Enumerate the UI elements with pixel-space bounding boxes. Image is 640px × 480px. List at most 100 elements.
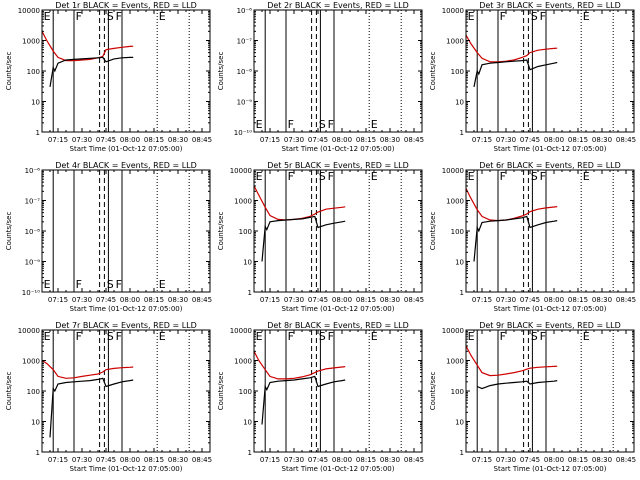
lld-series-line [41, 31, 134, 62]
marker-letter: E [583, 10, 590, 23]
y-tick-label: 10⁻⁹ [237, 99, 253, 107]
y-axis-label: Counts/sec [5, 212, 13, 251]
y-axis-label: Counts/sec [217, 52, 225, 91]
x-tick-label: 08:45 [616, 136, 636, 144]
marker-letter: F [540, 170, 546, 183]
marker-letter: E [468, 10, 475, 23]
y-tick-label: 10000 [442, 167, 464, 175]
y-tick-label: 10 [31, 99, 40, 107]
marker-letter: S [107, 330, 114, 343]
x-tick-label: 08:00 [332, 456, 352, 464]
x-axis-label: Start Time (01-Oct-12 07:05:00) [70, 305, 183, 313]
y-tick-label: 10⁻⁶ [237, 7, 253, 15]
x-tick-label: 07:30 [496, 296, 516, 304]
y-tick-label: 10 [455, 259, 464, 267]
x-tick-label: 08:45 [404, 296, 424, 304]
marker-letter: F [76, 278, 82, 291]
y-tick-label: 10000 [18, 7, 40, 15]
marker-letter: S [531, 170, 538, 183]
panel-title: Det 3r BLACK = Events, RED = LLD [479, 1, 621, 10]
marker-letter: E [159, 278, 166, 291]
marker-letter: F [288, 330, 294, 343]
x-tick-label: 07:15 [260, 456, 280, 464]
events-series-line [473, 59, 558, 88]
events-series-line [261, 215, 346, 262]
x-axis-label: Start Time (01-Oct-12 07:05:00) [494, 465, 607, 473]
lld-series-line [465, 34, 558, 63]
y-tick-label: 10⁻⁹ [25, 259, 41, 267]
x-tick-label: 08:15 [356, 296, 376, 304]
panel-title: Det 1r BLACK = Events, RED = LLD [55, 1, 197, 10]
events-series-line [49, 377, 134, 438]
marker-letter: E [371, 170, 378, 183]
marker-letter: S [319, 170, 326, 183]
x-tick-label: 08:30 [592, 136, 612, 144]
y-tick-label: 10000 [230, 327, 252, 335]
x-tick-label: 07:45 [520, 296, 540, 304]
marker-letter: F [540, 330, 546, 343]
marker-letter: F [540, 10, 546, 23]
marker-letter: F [500, 170, 506, 183]
y-tick-label: 1000 [234, 198, 252, 206]
y-axis-label: Counts/sec [429, 372, 437, 411]
marker-letter: F [116, 330, 122, 343]
x-tick-label: 07:15 [48, 296, 68, 304]
x-tick-label: 08:15 [356, 136, 376, 144]
events-series-line [473, 215, 558, 262]
y-tick-label: 10 [455, 419, 464, 427]
x-tick-label: 08:45 [192, 296, 212, 304]
x-tick-label: 08:15 [144, 456, 164, 464]
marker-letter: E [468, 170, 475, 183]
x-tick-label: 08:30 [168, 296, 188, 304]
x-tick-label: 07:45 [520, 136, 540, 144]
x-tick-label: 08:45 [616, 456, 636, 464]
x-tick-label: 08:15 [144, 296, 164, 304]
panel-title: Det 9r BLACK = Events, RED = LLD [479, 321, 621, 330]
x-tick-label: 08:00 [120, 296, 140, 304]
panel-title: Det 4r BLACK = Events, RED = LLD [55, 161, 197, 170]
marker-letter: S [107, 278, 114, 291]
y-tick-label: 100 [27, 388, 40, 396]
y-axis-label: Counts/sec [5, 52, 13, 91]
y-tick-label: 10000 [18, 327, 40, 335]
lld-series-line [41, 359, 134, 379]
x-tick-label: 08:00 [544, 296, 564, 304]
x-axis-label: Start Time (01-Oct-12 07:05:00) [70, 145, 183, 153]
panel-title: Det 5r BLACK = Events, RED = LLD [267, 161, 409, 170]
x-tick-label: 07:45 [96, 456, 116, 464]
marker-letter: E [44, 10, 51, 23]
x-tick-label: 07:45 [308, 456, 328, 464]
panel-title: Det 6r BLACK = Events, RED = LLD [479, 161, 621, 170]
panel-title: Det 2r BLACK = Events, RED = LLD [267, 1, 409, 10]
x-tick-label: 07:30 [284, 456, 304, 464]
x-tick-label: 07:30 [496, 136, 516, 144]
marker-letter: F [288, 170, 294, 183]
marker-letter: E [159, 10, 166, 23]
x-axis-label: Start Time (01-Oct-12 07:05:00) [494, 145, 607, 153]
panel-title: Det 7r BLACK = Events, RED = LLD [55, 321, 197, 330]
marker-letter: E [371, 330, 378, 343]
y-tick-label: 1 [248, 449, 252, 457]
x-tick-label: 07:30 [284, 296, 304, 304]
y-tick-label: 10⁻⁸ [25, 228, 41, 236]
y-axis-label: Counts/sec [217, 212, 225, 251]
plot-frame [465, 9, 635, 133]
x-tick-label: 08:45 [192, 136, 212, 144]
y-tick-label: 10 [243, 419, 252, 427]
y-tick-label: 1 [460, 449, 464, 457]
plot-frame [41, 9, 211, 133]
y-tick-label: 10⁻¹⁰ [234, 129, 252, 137]
y-tick-label: 1000 [234, 358, 252, 366]
y-tick-label: 1 [36, 449, 40, 457]
marker-letter: S [107, 10, 114, 23]
y-tick-label: 1 [460, 129, 464, 137]
marker-letter: F [116, 10, 122, 23]
x-tick-label: 07:30 [72, 456, 92, 464]
